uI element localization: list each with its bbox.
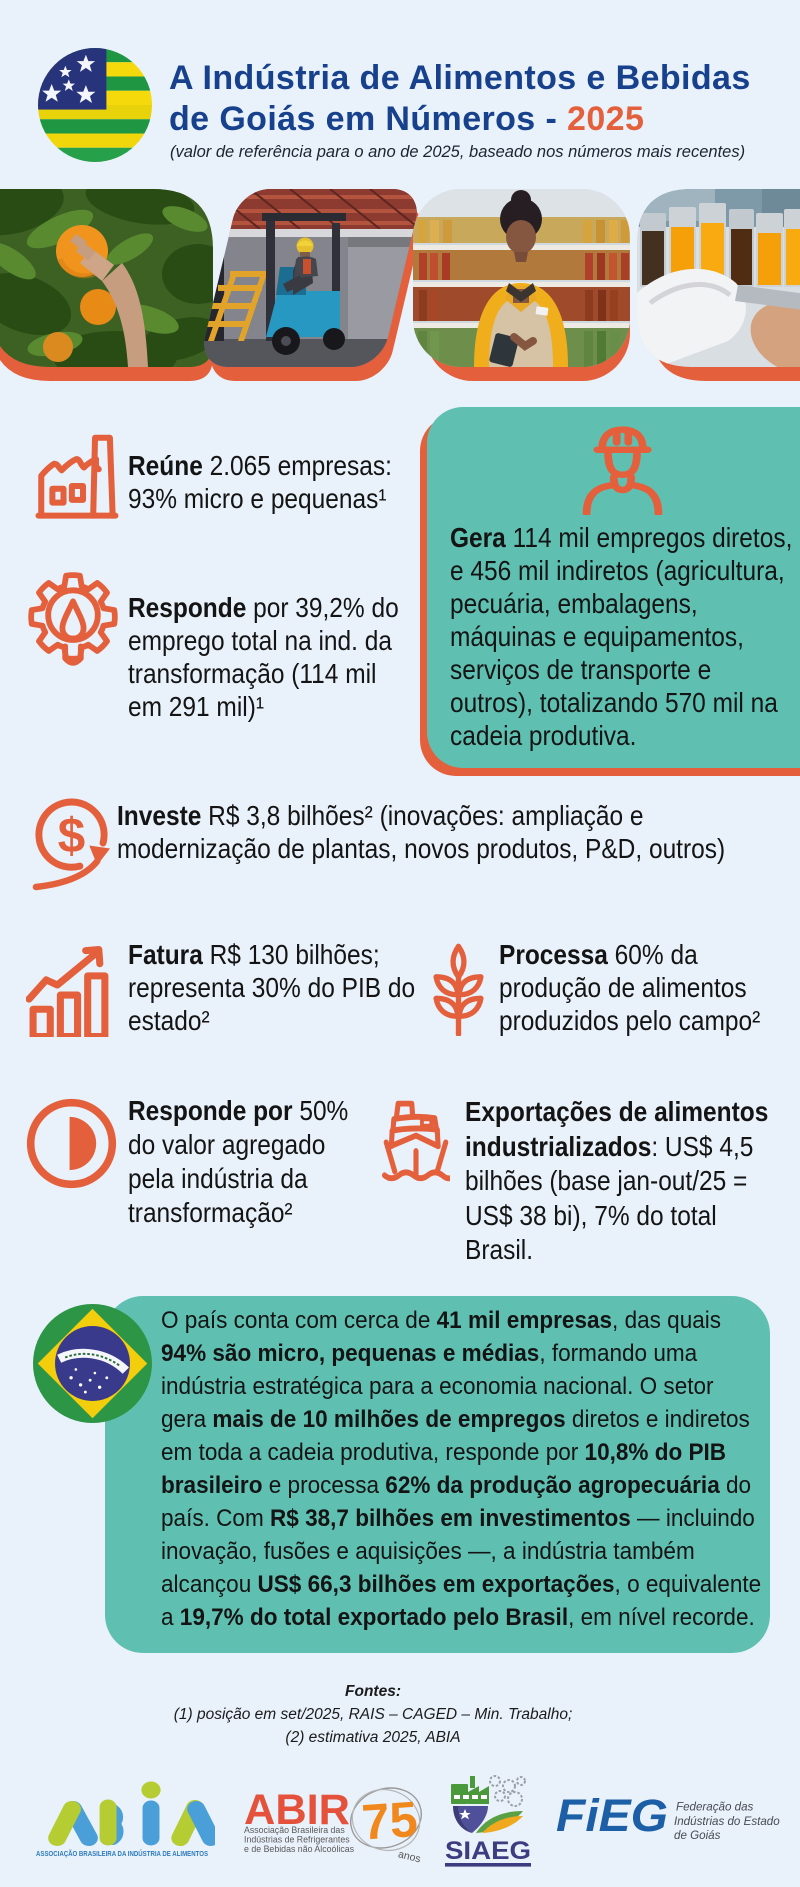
- svg-text:Associação Brasileira das: Associação Brasileira das: [244, 1825, 345, 1835]
- svg-text:Federação das: Federação das: [676, 1801, 754, 1814]
- svg-text:anos: anos: [397, 1848, 422, 1865]
- svg-text:ASSOCIAÇÃO BRASILEIRA DA INDÚS: ASSOCIAÇÃO BRASILEIRA DA INDÚSTRIA DE AL…: [36, 1849, 208, 1858]
- svg-text:75: 75: [360, 1791, 419, 1851]
- svg-text:Indústrias de Refrigerantes: Indústrias de Refrigerantes: [244, 1835, 350, 1845]
- svg-text:e de Bebidas não Alcoólicas: e de Bebidas não Alcoólicas: [244, 1844, 355, 1854]
- svg-text:ABIR: ABIR: [244, 1786, 350, 1834]
- svg-text:$: $: [58, 808, 85, 863]
- svg-text:FiEG: FiEG: [556, 1790, 668, 1841]
- svg-text:Indústrias do Estado: Indústrias do Estado: [674, 1815, 780, 1828]
- svg-text:de Goiás: de Goiás: [674, 1829, 721, 1842]
- svg-text:SIAEG: SIAEG: [445, 1837, 531, 1865]
